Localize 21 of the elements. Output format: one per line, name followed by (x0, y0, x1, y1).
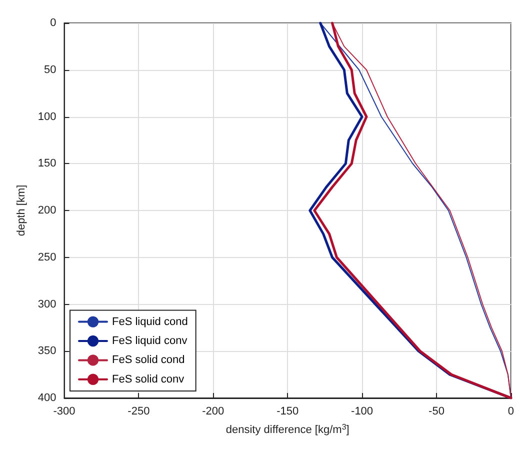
legend-label: FeS solid cond (112, 354, 185, 366)
x-tick-label: -50 (428, 406, 444, 418)
x-tick-label: -300 (53, 406, 76, 418)
legend-label: FeS liquid cond (112, 316, 188, 328)
y-axis-title: depth [km] (16, 184, 28, 236)
y-tick-label: 250 (38, 251, 56, 264)
y-tick-label: 150 (38, 158, 56, 170)
y-tick-label: 400 (38, 392, 56, 404)
x-tick-label: 0 (508, 406, 514, 418)
y-tick-label: 50 (44, 64, 56, 76)
x-tick-label: -100 (351, 406, 374, 418)
legend-label: FeS liquid conv (112, 335, 188, 347)
legend-label: FeS solid conv (112, 373, 185, 386)
x-tick-label: -150 (276, 406, 299, 418)
x-tick-label: -250 (128, 406, 150, 418)
y-tick-label: 0 (50, 17, 56, 29)
y-tick-label: 350 (38, 345, 56, 358)
y-tick-label: 200 (38, 204, 56, 216)
y-tick-label: 100 (38, 110, 56, 123)
y-tick-label: 300 (38, 298, 56, 310)
x-tick-label: -200 (202, 406, 224, 418)
